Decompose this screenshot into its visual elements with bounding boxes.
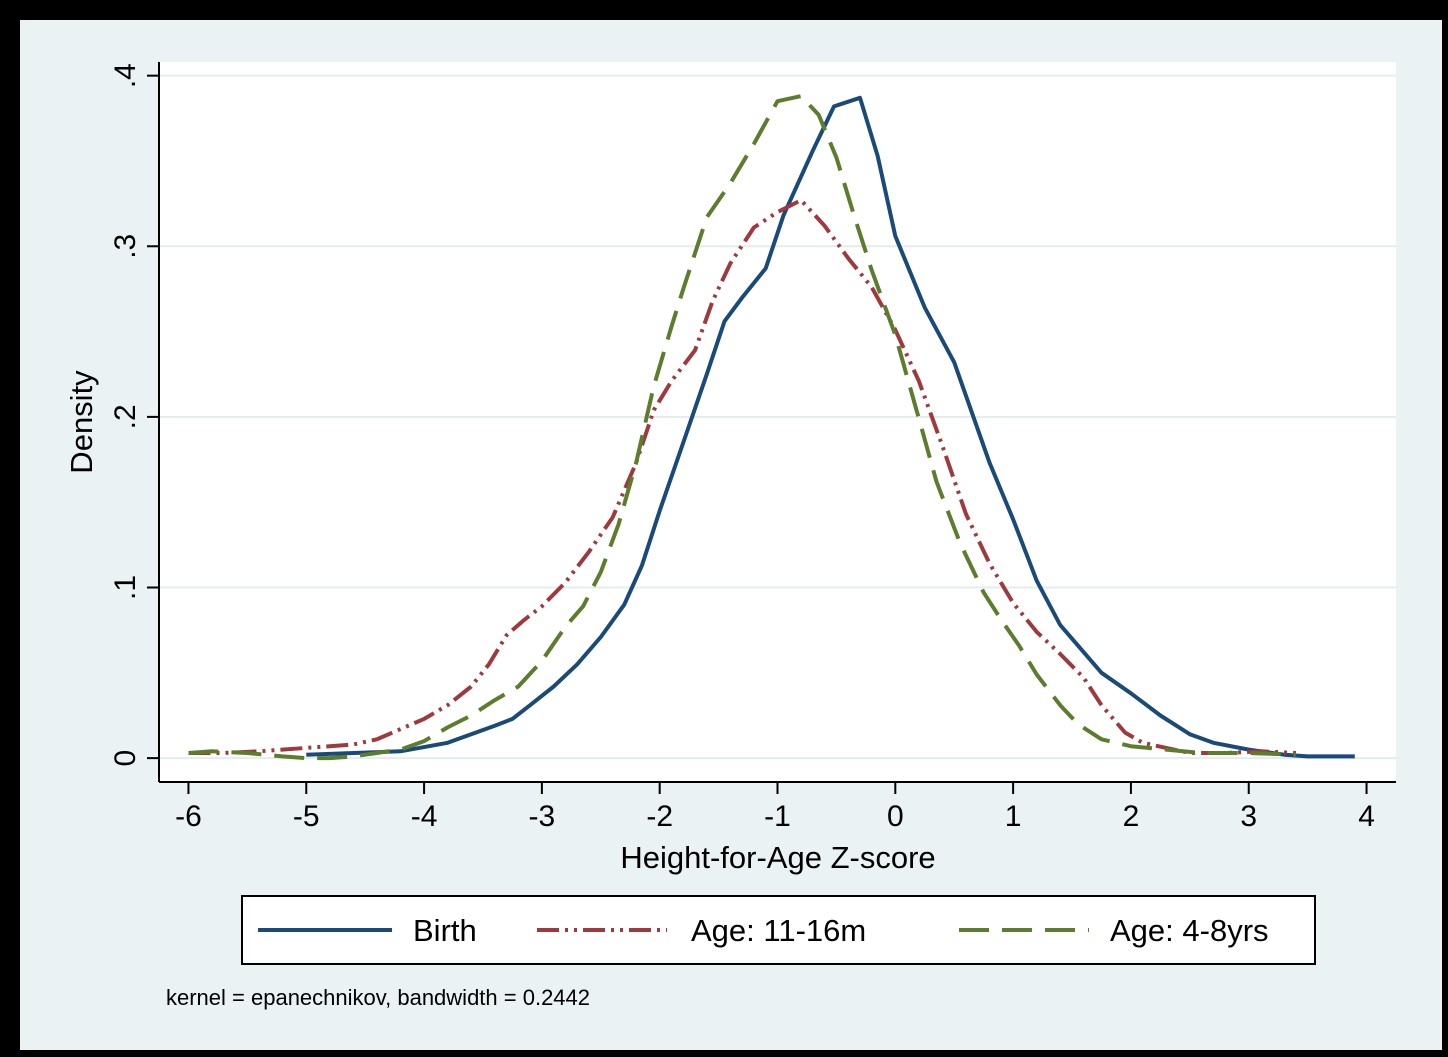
x-axis-label: Height-for-Age Z-score <box>620 840 935 875</box>
x-tick-label: -6 <box>175 800 202 833</box>
x-tick-label: -5 <box>293 800 320 833</box>
gridlines <box>159 62 1396 782</box>
series-line-1 <box>306 95 1355 759</box>
density-chart: -6 -5 -4 -3 -2 -1 0 1 2 3 4 0 .1 .2 .3 .4 Height-for-Ag… <box>64 62 1396 1010</box>
y-axis-label: Density <box>64 370 99 474</box>
legend-box <box>241 895 1316 965</box>
x-tick-label: -3 <box>529 800 556 833</box>
y-tick-label: 0 <box>109 750 142 767</box>
plot-area <box>159 62 1396 782</box>
ticks: -6 -5 -4 -3 -2 -1 0 1 2 3 4 0 .1 .2 .3 .4 <box>109 63 1375 833</box>
kernel-note: kernel = epanechnikov, bandwidth = 0.244… <box>166 985 590 1010</box>
series-line-2 <box>188 198 1296 755</box>
x-tick-label: 1 <box>1005 800 1022 833</box>
y-tick-label: .3 <box>109 234 142 259</box>
y-tick-label: .1 <box>109 575 142 600</box>
chart-panel: -6 -5 -4 -3 -2 -1 0 1 2 3 4 0 .1 .2 .3 .4 Height-for-Ag… <box>20 20 1442 1050</box>
series-layer <box>188 94 1355 761</box>
x-tick-label: 4 <box>1358 800 1375 833</box>
x-tick-label: -2 <box>646 800 673 833</box>
legend-label-3: Age: 4-8yrs <box>1110 913 1269 948</box>
series-line-3 <box>188 94 1296 761</box>
legend: Birth Age: 11-16m Age: 4-8yrs <box>241 895 1316 965</box>
legend-label-1: Birth <box>413 913 477 948</box>
x-tick-label: -4 <box>411 800 438 833</box>
y-tick-label: .2 <box>109 404 142 429</box>
x-tick-label: 0 <box>887 800 904 833</box>
x-tick-label: 2 <box>1123 800 1140 833</box>
x-tick-label: -1 <box>764 800 791 833</box>
legend-label-2: Age: 11-16m <box>691 913 866 948</box>
x-tick-label: 3 <box>1240 800 1257 833</box>
y-tick-label: .4 <box>109 63 142 88</box>
